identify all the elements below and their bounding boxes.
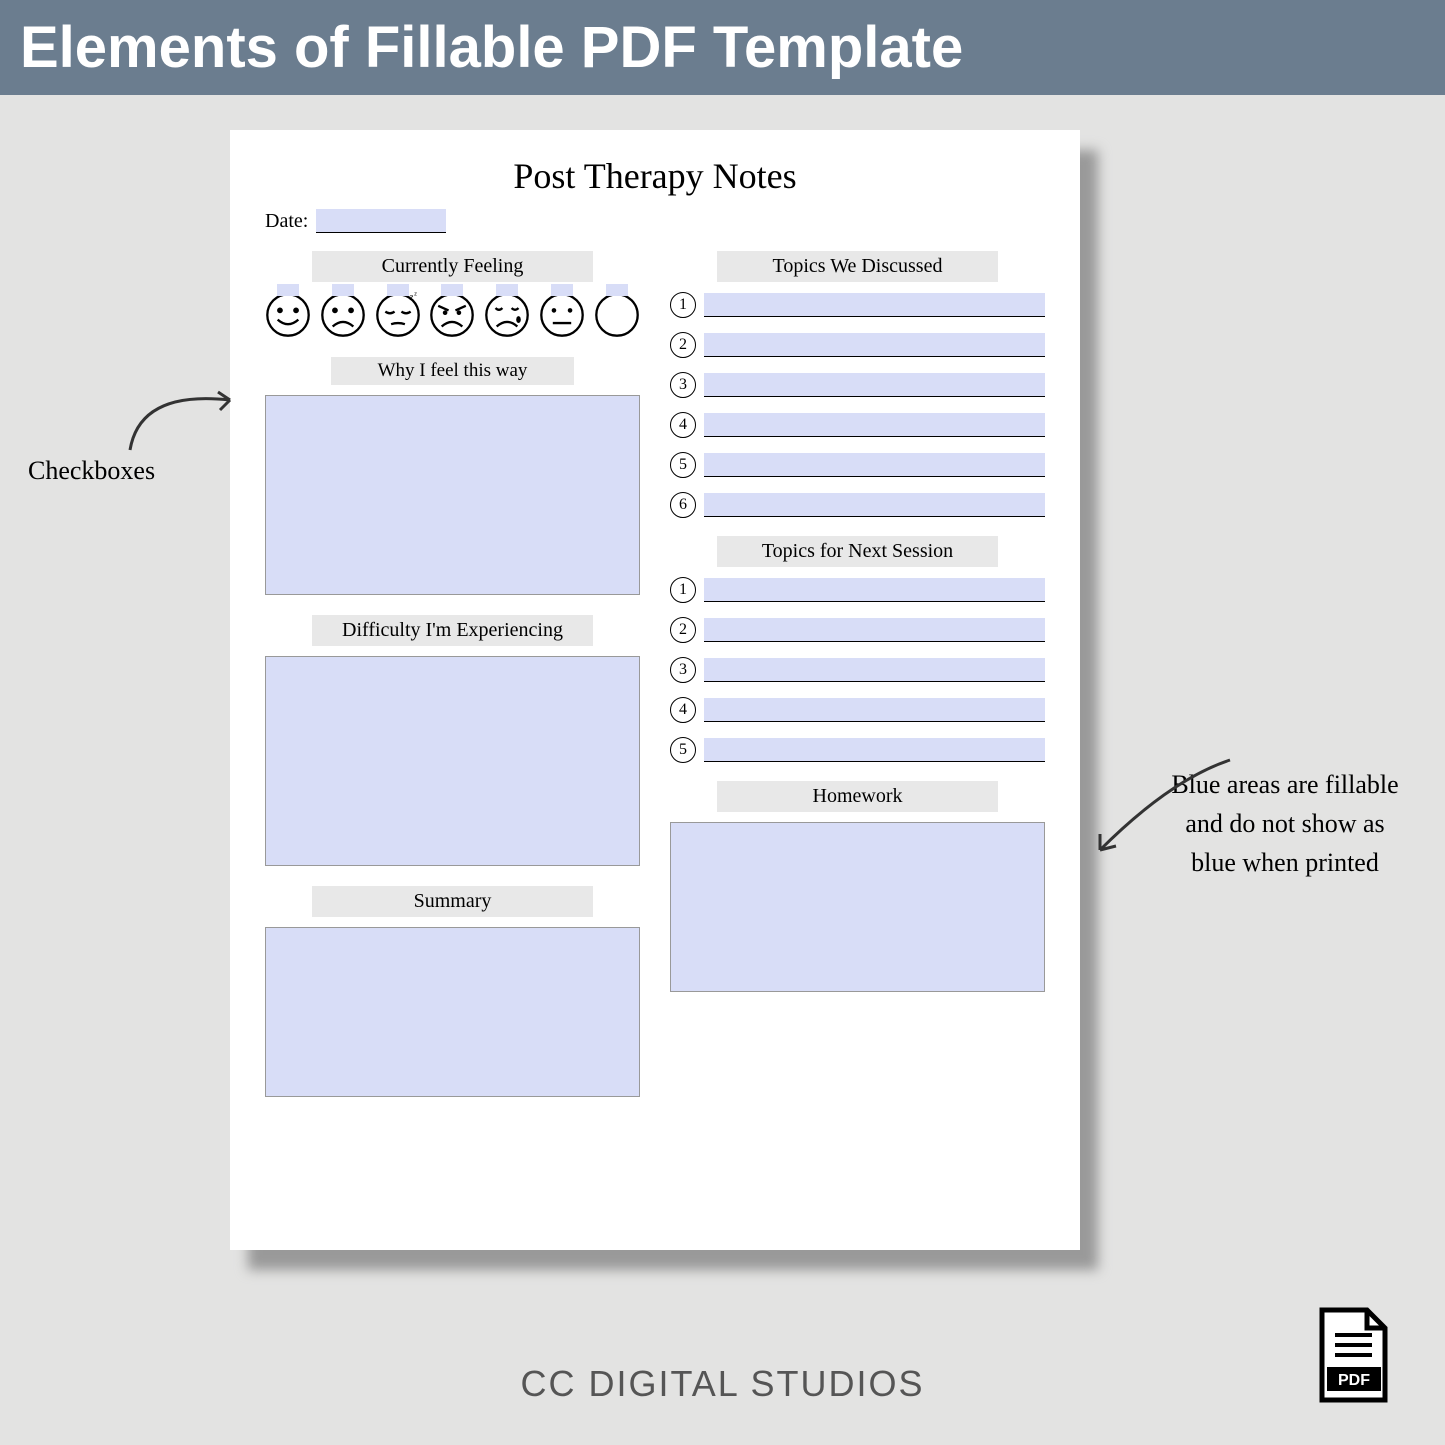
topics-discussed-list: 1 2 3 4 5 6 (670, 292, 1045, 518)
topic-field[interactable] (704, 578, 1045, 602)
topic-field[interactable] (704, 453, 1045, 477)
topic-line: 4 (670, 412, 1045, 438)
emoji-angry (429, 292, 475, 343)
arrow-right-icon (1070, 750, 1250, 870)
right-column: Topics We Discussed 1 2 3 4 5 6 Topics for Ne… (670, 251, 1045, 1097)
topic-number: 1 (670, 292, 696, 318)
topic-number: 2 (670, 617, 696, 643)
topic-line: 5 (670, 452, 1045, 478)
left-column: Currently Feeling zz (265, 251, 640, 1097)
date-row: Date: (265, 209, 1045, 233)
svg-text:z: z (409, 293, 413, 302)
topic-line: 3 (670, 657, 1045, 683)
label-topics-next: Topics for Next Session (717, 536, 998, 567)
topic-number: 5 (670, 737, 696, 763)
happy-icon (265, 292, 311, 338)
topic-line: 5 (670, 737, 1045, 763)
neutral-icon (539, 292, 585, 338)
topic-number: 6 (670, 492, 696, 518)
svg-text:PDF: PDF (1338, 1372, 1370, 1389)
topic-line: 2 (670, 617, 1045, 643)
label-why: Why I feel this way (331, 357, 575, 385)
summary-textarea[interactable] (265, 927, 640, 1097)
topic-field[interactable] (704, 658, 1045, 682)
emoji-sleepy: zz (375, 292, 421, 343)
angry-icon (429, 292, 475, 338)
label-feeling: Currently Feeling (312, 251, 593, 282)
pdf-icon: PDF (1307, 1305, 1397, 1405)
topic-number: 2 (670, 332, 696, 358)
topic-line: 3 (670, 372, 1045, 398)
emoji-happy (265, 292, 311, 343)
topics-next-list: 1 2 3 4 5 (670, 577, 1045, 763)
topic-field[interactable] (704, 293, 1045, 317)
page-title: Post Therapy Notes (265, 155, 1045, 197)
why-textarea[interactable] (265, 395, 640, 595)
emoji-crying (484, 292, 530, 343)
topic-field[interactable] (704, 333, 1045, 357)
topic-number: 4 (670, 412, 696, 438)
label-topics-discussed: Topics We Discussed (717, 251, 998, 282)
topic-field[interactable] (704, 413, 1045, 437)
annotation-checkboxes: Checkboxes (28, 456, 155, 486)
label-summary: Summary (312, 886, 593, 917)
blank-icon (594, 292, 640, 338)
date-field[interactable] (316, 209, 446, 233)
difficulty-textarea[interactable] (265, 656, 640, 866)
banner-title: Elements of Fillable PDF Template (0, 0, 1445, 95)
label-homework: Homework (717, 781, 998, 812)
topic-number: 1 (670, 577, 696, 603)
date-label: Date: (265, 210, 308, 233)
topic-field[interactable] (704, 698, 1045, 722)
topic-field[interactable] (704, 618, 1045, 642)
emoji-sad (320, 292, 366, 343)
topic-number: 5 (670, 452, 696, 478)
sleepy-icon: zz (375, 292, 421, 338)
crying-icon (484, 292, 530, 338)
emoji-row: zz (265, 292, 640, 343)
emoji-checkbox[interactable] (606, 284, 628, 296)
label-difficulty: Difficulty I'm Experiencing (312, 615, 593, 646)
emoji-checkbox[interactable] (387, 284, 409, 296)
topic-line: 1 (670, 292, 1045, 318)
topic-line: 2 (670, 332, 1045, 358)
footer-brand: CC DIGITAL STUDIOS (0, 1363, 1445, 1405)
emoji-blank (594, 292, 640, 343)
topic-line: 1 (670, 577, 1045, 603)
sad-icon (320, 292, 366, 338)
topic-field[interactable] (704, 373, 1045, 397)
topic-number: 4 (670, 697, 696, 723)
emoji-checkbox[interactable] (277, 284, 299, 296)
topic-number: 3 (670, 372, 696, 398)
homework-textarea[interactable] (670, 822, 1045, 992)
arrow-left-icon (110, 370, 250, 460)
topic-number: 3 (670, 657, 696, 683)
topic-field[interactable] (704, 738, 1045, 762)
emoji-checkbox[interactable] (441, 284, 463, 296)
emoji-checkbox[interactable] (551, 284, 573, 296)
topic-line: 4 (670, 697, 1045, 723)
emoji-checkbox[interactable] (332, 284, 354, 296)
topic-field[interactable] (704, 493, 1045, 517)
pdf-page: Post Therapy Notes Date: Currently Feeli… (230, 130, 1080, 1250)
svg-text:z: z (414, 292, 417, 297)
emoji-checkbox[interactable] (496, 284, 518, 296)
emoji-neutral (539, 292, 585, 343)
topic-line: 6 (670, 492, 1045, 518)
